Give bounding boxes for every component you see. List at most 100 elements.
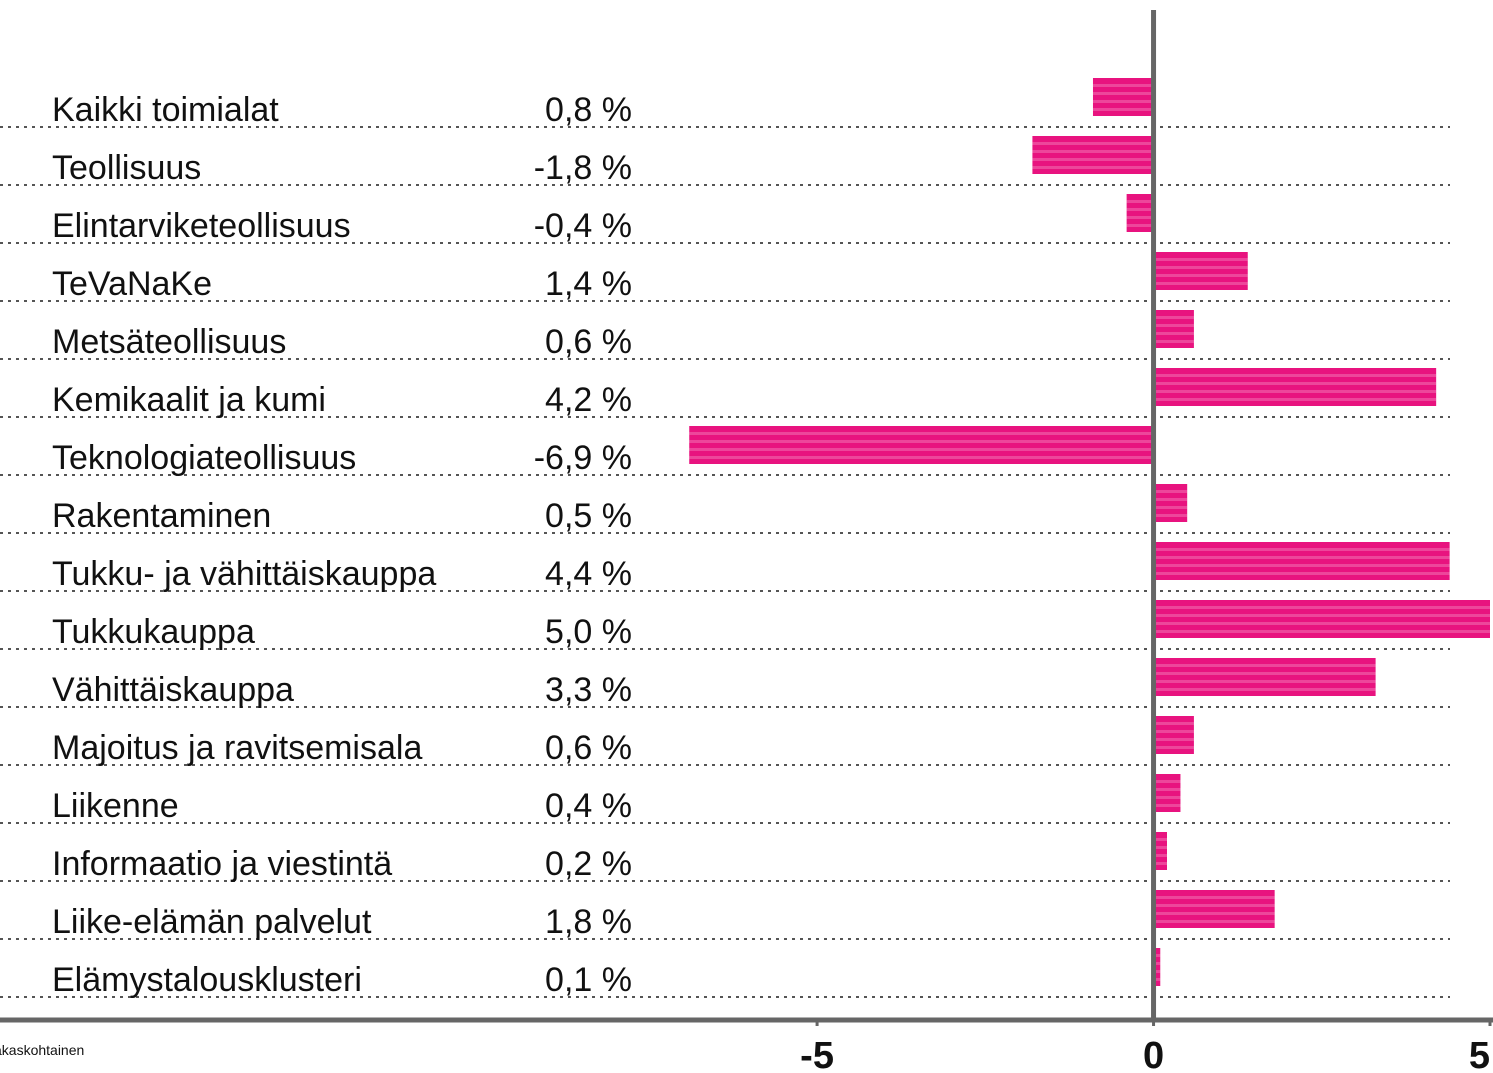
rate-label: 0,5 % <box>545 497 632 535</box>
category-label: Elintarviketeollisuus <box>52 207 351 245</box>
bar-stripe <box>1153 274 1248 277</box>
bar-stripe <box>1153 398 1437 401</box>
bar-stripe <box>1032 142 1154 145</box>
bar-stripe <box>1153 490 1188 493</box>
x-tick-label: -5 <box>800 1035 834 1073</box>
rate-label: 1,4 % <box>545 265 632 303</box>
bar-stripe <box>1126 200 1154 203</box>
bar <box>1153 832 1167 870</box>
bar-stripe <box>1153 854 1167 857</box>
bar-stripe <box>1153 390 1437 393</box>
bar-stripe <box>1032 166 1154 169</box>
rate-label: 4,4 % <box>545 555 632 593</box>
category-label: Kemikaalit ja kumi <box>52 381 326 419</box>
bar-stripe <box>1153 282 1248 285</box>
bar-stripe <box>1153 912 1275 915</box>
bar-stripe <box>1153 954 1161 957</box>
bar-stripe <box>1153 780 1181 783</box>
bar-stripe <box>1153 746 1194 749</box>
rate-label: 0,8 % <box>545 91 632 129</box>
bar-stripe <box>1153 730 1194 733</box>
bar <box>1153 600 1490 638</box>
bar <box>1153 716 1194 754</box>
bar-stripe <box>689 440 1154 443</box>
category-label: Metsäteollisuus <box>52 323 286 361</box>
bar-stripe <box>1153 258 1248 261</box>
bar-stripe <box>1153 622 1490 625</box>
bar <box>1153 368 1437 406</box>
bar-stripe <box>1092 108 1154 111</box>
bar-stripe <box>1032 158 1154 161</box>
bar-stripe <box>1126 208 1154 211</box>
bar-stripe <box>1153 970 1161 973</box>
category-label: Liike-elämän palvelut <box>52 903 372 941</box>
bar-stripe <box>1153 572 1450 575</box>
rate-label: -1,8 % <box>534 149 632 187</box>
bar-stripe <box>1153 896 1275 899</box>
bar-stripe <box>1153 556 1450 559</box>
bar-stripe <box>1153 920 1275 923</box>
rate-label: -0,4 % <box>534 207 632 245</box>
bar <box>1153 890 1275 928</box>
bar-stripe <box>1153 332 1194 335</box>
category-label: Elämystalousklusteri <box>52 961 362 999</box>
bar <box>1153 948 1161 986</box>
rate-label: 1,8 % <box>545 903 632 941</box>
category-label: Rakentaminen <box>52 497 271 535</box>
bar <box>1153 774 1181 812</box>
bar-stripe <box>1153 978 1161 981</box>
bar-stripe <box>1092 100 1154 103</box>
category-label: Teknologiateollisuus <box>52 439 356 477</box>
bar-stripe <box>1153 498 1188 501</box>
bar-stripe <box>1153 738 1194 741</box>
rate-label: 0,1 % <box>545 961 632 999</box>
bar-stripe <box>1153 838 1167 841</box>
bar-stripe <box>1153 664 1376 667</box>
note: akaskohtainen <box>0 1042 84 1058</box>
bar-stripe <box>1126 224 1154 227</box>
bar-stripe <box>1153 630 1490 633</box>
bar-stripe <box>1153 374 1437 377</box>
rate-label: 4,2 % <box>545 381 632 419</box>
bar-stripe <box>689 432 1154 435</box>
bar <box>1126 194 1154 232</box>
bar-stripe <box>689 456 1154 459</box>
rate-label: 0,4 % <box>545 787 632 825</box>
bar-stripe <box>1153 846 1167 849</box>
bar-stripe <box>1153 614 1490 617</box>
x-tick-label: 0 <box>1143 1035 1164 1073</box>
bar <box>1092 78 1154 116</box>
bar <box>1153 310 1194 348</box>
rate-label: -6,9 % <box>534 439 632 477</box>
bar-stripe <box>1153 266 1248 269</box>
rate-label: 0,6 % <box>545 323 632 361</box>
bar-stripe <box>1153 382 1437 385</box>
bar-stripe <box>1153 340 1194 343</box>
category-label: Tukku- ja vähittäiskauppa <box>52 555 436 593</box>
rate-label: 5,0 % <box>545 613 632 651</box>
bar <box>1153 252 1248 290</box>
category-label: Vähittäiskauppa <box>52 671 294 709</box>
bar-stripe <box>1032 150 1154 153</box>
bar-stripe <box>1092 92 1154 95</box>
bar-stripe <box>1092 84 1154 87</box>
bar-stripe <box>1153 564 1450 567</box>
bar <box>1032 136 1154 174</box>
category-label: Tukkukauppa <box>52 613 255 651</box>
category-label: Majoitus ja ravitsemisala <box>52 729 422 767</box>
category-label: Liikenne <box>52 787 179 825</box>
bar <box>1153 484 1188 522</box>
bar-stripe <box>1153 506 1188 509</box>
bar-stripe <box>1153 904 1275 907</box>
bar-stripe <box>1153 688 1376 691</box>
category-label: Kaikki toimialat <box>52 91 279 129</box>
category-label: TeVaNaKe <box>52 265 212 303</box>
rate-label: 0,2 % <box>545 845 632 883</box>
bar-stripe <box>689 448 1154 451</box>
bar-stripe <box>1153 680 1376 683</box>
bar <box>1153 542 1450 580</box>
bar-stripe <box>1153 672 1376 675</box>
bar-stripe <box>1153 548 1450 551</box>
bar <box>1153 658 1376 696</box>
